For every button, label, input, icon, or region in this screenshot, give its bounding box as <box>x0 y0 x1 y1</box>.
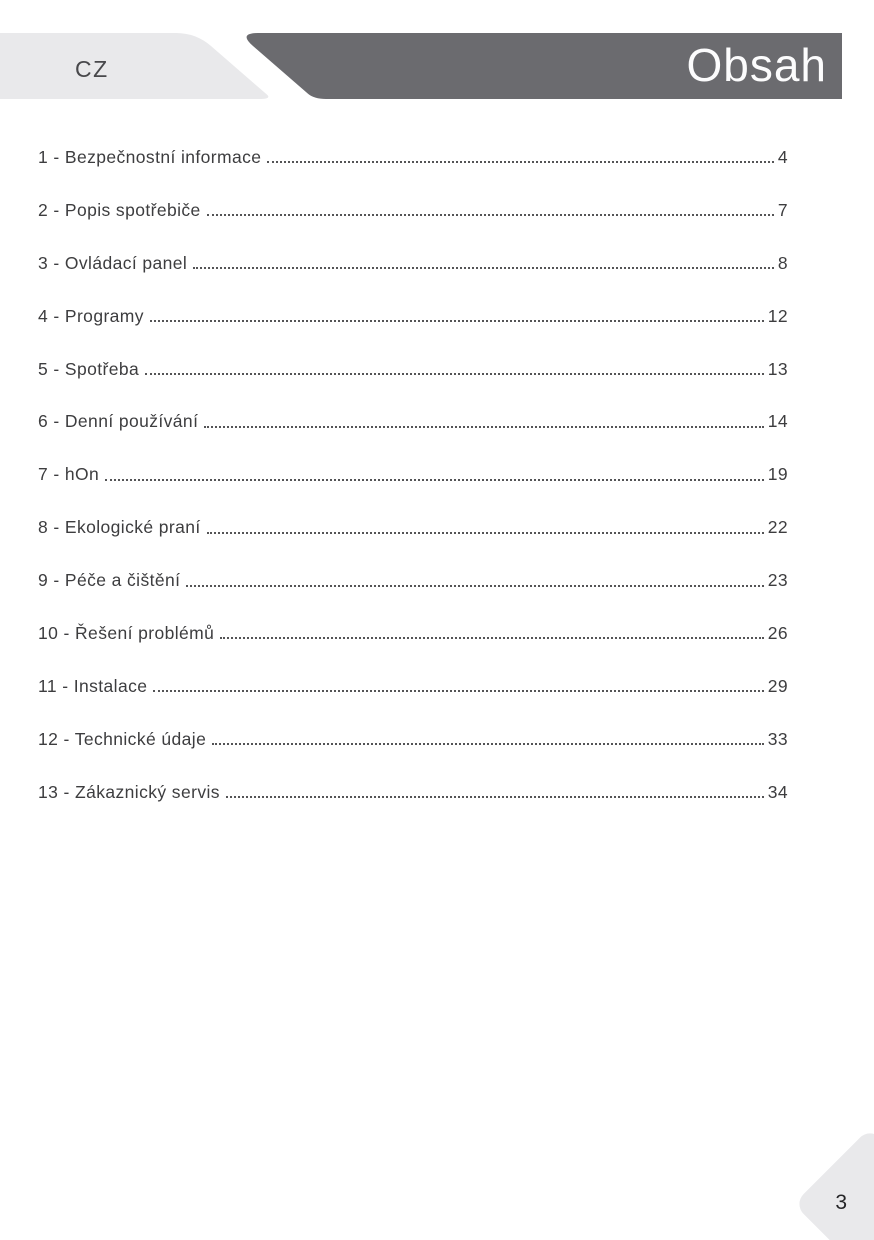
page-number: 3 <box>835 1191 847 1214</box>
dot-leader <box>206 214 774 217</box>
page-title: Obsah <box>686 39 827 91</box>
toc-entry-page: 33 <box>767 728 788 749</box>
toc-entry-page: 26 <box>767 622 788 643</box>
dot-leader <box>225 796 764 799</box>
toc-entry-label: 13 - Zákaznický servis <box>38 781 220 802</box>
toc-entry[interactable]: 2 - Popis spotřebiče 7 <box>38 184 788 237</box>
toc-entry-label: 10 - Řešení problémů <box>38 622 215 643</box>
toc-entry-page: 4 <box>777 146 788 167</box>
toc-entry[interactable]: 9 - Péče a čištění 23 <box>38 554 788 607</box>
toc-entry-label: 5 - Spotřeba <box>38 358 140 379</box>
toc-entry[interactable]: 4 - Programy 12 <box>38 290 788 343</box>
toc-entry-page: 14 <box>767 411 788 432</box>
toc-entry-page: 29 <box>767 675 788 696</box>
dot-leader <box>145 373 764 375</box>
toc-entry-page: 7 <box>777 199 788 220</box>
toc-entry-page: 34 <box>767 781 788 802</box>
toc-entry-label: 7 - hOn <box>38 464 100 485</box>
toc-entry-label: 9 - Péče a čištění <box>38 570 181 591</box>
toc-entry[interactable]: 3 - Ovládací panel 8 <box>38 237 788 290</box>
toc-entry[interactable]: 13 - Zákaznický servis 34 <box>38 766 788 819</box>
toc-entry-label: 3 - Ovládací panel <box>38 252 188 273</box>
toc-entry-page: 19 <box>767 464 788 485</box>
toc-entry[interactable]: 8 - Ekologické praní 22 <box>38 501 788 554</box>
toc-entry-label: 2 - Popis spotřebiče <box>38 199 201 220</box>
toc-entry-page: 13 <box>767 358 788 379</box>
toc-entry[interactable]: 11 - Instalace 29 <box>38 660 788 713</box>
toc-entry[interactable]: 6 - Denní používání 14 <box>38 395 788 448</box>
language-code: CZ <box>75 56 109 82</box>
dot-leader <box>149 320 764 323</box>
corner-shape <box>793 1127 874 1240</box>
toc-entry-label: 6 - Denní používání <box>38 411 199 432</box>
toc-entry[interactable]: 12 - Technické údaje 33 <box>38 713 788 766</box>
toc-entry[interactable]: 1 - Bezpečnostní informace 4 <box>38 131 788 184</box>
dot-leader <box>105 478 764 481</box>
dot-leader <box>153 690 764 693</box>
toc-entry[interactable]: 7 - hOn 19 <box>38 448 788 501</box>
toc-entry-label: 4 - Programy <box>38 305 144 326</box>
toc-entry-page: 22 <box>767 517 788 538</box>
toc-entry-label: 12 - Technické údaje <box>38 728 207 749</box>
dot-leader <box>206 531 764 534</box>
dot-leader <box>204 425 764 428</box>
dot-leader <box>186 584 764 587</box>
toc-entry-page: 12 <box>767 305 788 326</box>
title-banner-shape <box>246 33 843 99</box>
toc-entry[interactable]: 10 - Řešení problémů 26 <box>38 607 788 660</box>
toc-list: 1 - Bezpečnostní informace 4 2 - Popis s… <box>38 131 788 819</box>
toc-entry-label: 8 - Ekologické praní <box>38 517 201 538</box>
toc-entry-page: 23 <box>767 570 788 591</box>
toc-entry[interactable]: 5 - Spotřeba 13 <box>38 343 788 396</box>
toc-entry-label: 11 - Instalace <box>38 675 148 696</box>
dot-leader <box>220 637 764 640</box>
header-band <box>0 33 843 99</box>
language-tab-shape <box>0 33 269 99</box>
toc-entry-page: 8 <box>777 252 788 273</box>
dot-leader <box>193 267 774 270</box>
dot-leader <box>212 743 764 746</box>
toc-entry-label: 1 - Bezpečnostní informace <box>38 146 262 167</box>
dot-leader <box>267 161 774 164</box>
